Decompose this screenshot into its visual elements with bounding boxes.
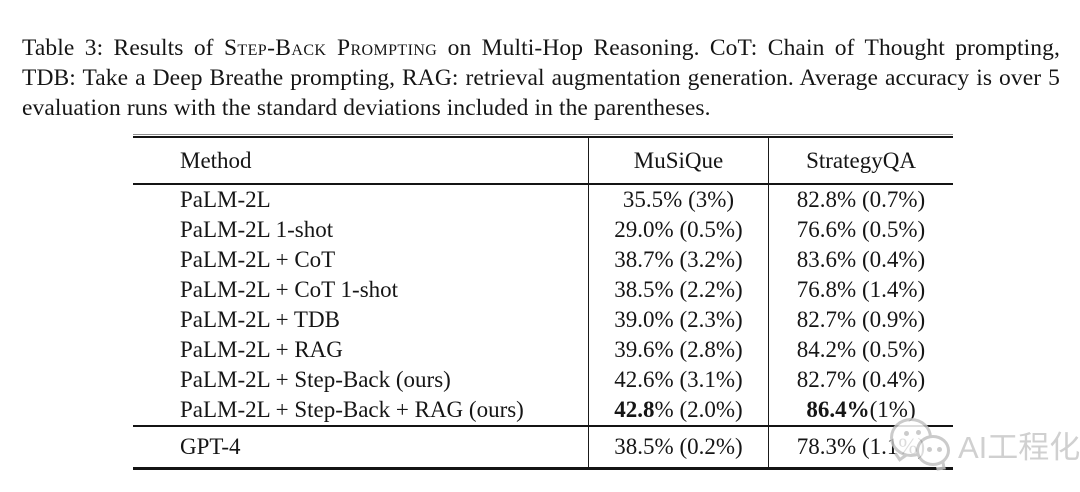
table-mid-rule bbox=[133, 425, 953, 427]
method-cell: PaLM-2L + CoT bbox=[133, 245, 588, 275]
cell-value: PaLM-2L + Step-Back (ours) bbox=[180, 367, 451, 392]
musique-cell: 42.6% (3.1%) bbox=[588, 365, 768, 395]
caption-prefix: Table 3: Results of bbox=[22, 34, 224, 61]
method-cell: PaLM-2L + Step-Back + RAG (ours) bbox=[133, 395, 588, 425]
strategyqa-cell: 84.2% (0.5%) bbox=[768, 335, 953, 365]
musique-cell: 42.8% (2.0%) bbox=[588, 395, 768, 425]
strategyqa-cell: 76.8% (1.4%) bbox=[768, 275, 953, 305]
cell-value: 84.2% (0.5%) bbox=[796, 337, 926, 362]
method-cell: PaLM-2L + CoT 1-shot bbox=[133, 275, 588, 305]
wechat-icon bbox=[886, 413, 954, 475]
cell-value: 76.6% (0.5%) bbox=[796, 217, 926, 242]
method-cell: PaLM-2L + Step-Back (ours) bbox=[133, 365, 588, 395]
table-caption: Table 3: Results of Step-Back Prompting … bbox=[22, 33, 1060, 123]
table-header-rule bbox=[133, 183, 953, 185]
method-cell: GPT-4 bbox=[133, 427, 588, 467]
watermark: AI工程化 bbox=[886, 413, 1080, 475]
cell-value: PaLM-2L + Step-Back + RAG (ours) bbox=[180, 397, 524, 422]
table-body: PaLM-2L 35.5% (3%) 82.8% (0.7%) PaLM-2L 1-s… bbox=[133, 185, 953, 425]
strategyqa-cell: 86.4% (1%) bbox=[768, 395, 953, 425]
method-cell: PaLM-2L + TDB bbox=[133, 305, 588, 335]
cell-value: 76.8% (1.4%) bbox=[796, 277, 926, 302]
method-cell: PaLM-2L bbox=[133, 185, 588, 215]
cell-value: 82.7% (0.4%) bbox=[796, 367, 926, 392]
cell-value-bold: 42.8 bbox=[614, 397, 655, 422]
cell-value: 83.6% (0.4%) bbox=[796, 247, 926, 272]
cell-value: GPT-4 bbox=[180, 434, 241, 459]
strategyqa-cell: 83.6% (0.4%) bbox=[768, 245, 953, 275]
table-row: PaLM-2L + RAG 39.6% (2.8%) 84.2% (0.5%) bbox=[133, 335, 953, 365]
musique-cell: 38.7% (3.2%) bbox=[588, 245, 768, 275]
cell-value: PaLM-2L + CoT bbox=[180, 247, 336, 272]
cell-value-bold: 86.4% bbox=[806, 397, 870, 422]
column-header-strategyqa: StrategyQA bbox=[768, 138, 953, 183]
table-top-rule bbox=[133, 134, 953, 138]
wechat-icon-eye bbox=[916, 430, 921, 435]
table-row: PaLM-2L + Step-Back + RAG (ours) 42.8% (2… bbox=[133, 395, 953, 425]
cell-value: 38.5% (2.2%) bbox=[614, 277, 743, 302]
table-row: GPT-4 38.5% (0.2%) 78.3% (1.1%) bbox=[133, 427, 953, 467]
musique-cell: 29.0% (0.5%) bbox=[588, 215, 768, 245]
cell-value: 38.5% (0.2%) bbox=[614, 434, 743, 459]
cell-value: 29.0% (0.5%) bbox=[614, 217, 743, 242]
table-footer: GPT-4 38.5% (0.2%) 78.3% (1.1%) bbox=[133, 427, 953, 467]
table-row: PaLM-2L + CoT 38.7% (3.2%) 83.6% (0.4%) bbox=[133, 245, 953, 275]
wechat-icon-eye bbox=[927, 447, 932, 452]
cell-value: % (2.0%) bbox=[654, 397, 743, 422]
wechat-icon-eye bbox=[937, 447, 942, 452]
musique-cell: 38.5% (0.2%) bbox=[588, 427, 768, 467]
cell-value: 39.0% (2.3%) bbox=[614, 307, 743, 332]
cell-value: 82.8% (0.7%) bbox=[796, 187, 926, 212]
cell-value: PaLM-2L + TDB bbox=[180, 307, 340, 332]
cell-value: 38.7% (3.2%) bbox=[614, 247, 743, 272]
cell-value: PaLM-2L + CoT 1-shot bbox=[180, 277, 399, 302]
wechat-icon-bubble-small bbox=[916, 435, 950, 466]
caption-suffix: on Multi-Hop Reasoning. CoT: Chain of Th… bbox=[22, 34, 1060, 121]
musique-cell: 38.5% (2.2%) bbox=[588, 275, 768, 305]
musique-cell: 39.0% (2.3%) bbox=[588, 305, 768, 335]
column-header-method: Method bbox=[180, 147, 252, 173]
musique-cell: 35.5% (3%) bbox=[588, 185, 768, 215]
strategyqa-cell: 82.8% (0.7%) bbox=[768, 185, 953, 215]
table-row: PaLM-2L + CoT 1-shot 38.5% (2.2%) 76.8% (1… bbox=[133, 275, 953, 305]
caption-smallcaps-term: Step-Back Prompting bbox=[223, 34, 438, 61]
cell-value: 39.6% (2.8%) bbox=[614, 337, 743, 362]
table-row: PaLM-2L + TDB 39.0% (2.3%) 82.7% (0.9%) bbox=[133, 305, 953, 335]
cell-value: 82.7% (0.9%) bbox=[796, 307, 926, 332]
cell-value: PaLM-2L 1-shot bbox=[180, 217, 334, 242]
method-cell: PaLM-2L 1-shot bbox=[133, 215, 588, 245]
column-header-musique: MuSiQue bbox=[588, 138, 768, 183]
table-row: PaLM-2L 35.5% (3%) 82.8% (0.7%) bbox=[133, 185, 953, 215]
strategyqa-cell: 82.7% (0.9%) bbox=[768, 305, 953, 335]
cell-value: PaLM-2L bbox=[180, 187, 271, 212]
musique-cell: 39.6% (2.8%) bbox=[588, 335, 768, 365]
results-table: Method MuSiQue StrategyQA PaLM-2L 35.5% (… bbox=[133, 134, 953, 470]
strategyqa-cell: 82.7% (0.4%) bbox=[768, 365, 953, 395]
cell-value: 35.5% (3%) bbox=[622, 187, 735, 212]
table-row: PaLM-2L + Step-Back (ours) 42.6% (3.1%) 82… bbox=[133, 365, 953, 395]
table-bottom-rule bbox=[133, 467, 953, 470]
strategyqa-cell: 76.6% (0.5%) bbox=[768, 215, 953, 245]
table-header-row: Method MuSiQue StrategyQA bbox=[133, 138, 953, 183]
method-cell: PaLM-2L + RAG bbox=[133, 335, 588, 365]
cell-value: 42.6% (3.1%) bbox=[614, 367, 743, 392]
cell-value: (1%) bbox=[869, 397, 916, 422]
table-row: PaLM-2L 1-shot 29.0% (0.5%) 76.6% (0.5%) bbox=[133, 215, 953, 245]
cell-value: PaLM-2L + RAG bbox=[180, 337, 343, 362]
watermark-label: AI工程化 bbox=[958, 429, 1080, 465]
wechat-icon-eye bbox=[904, 431, 909, 436]
